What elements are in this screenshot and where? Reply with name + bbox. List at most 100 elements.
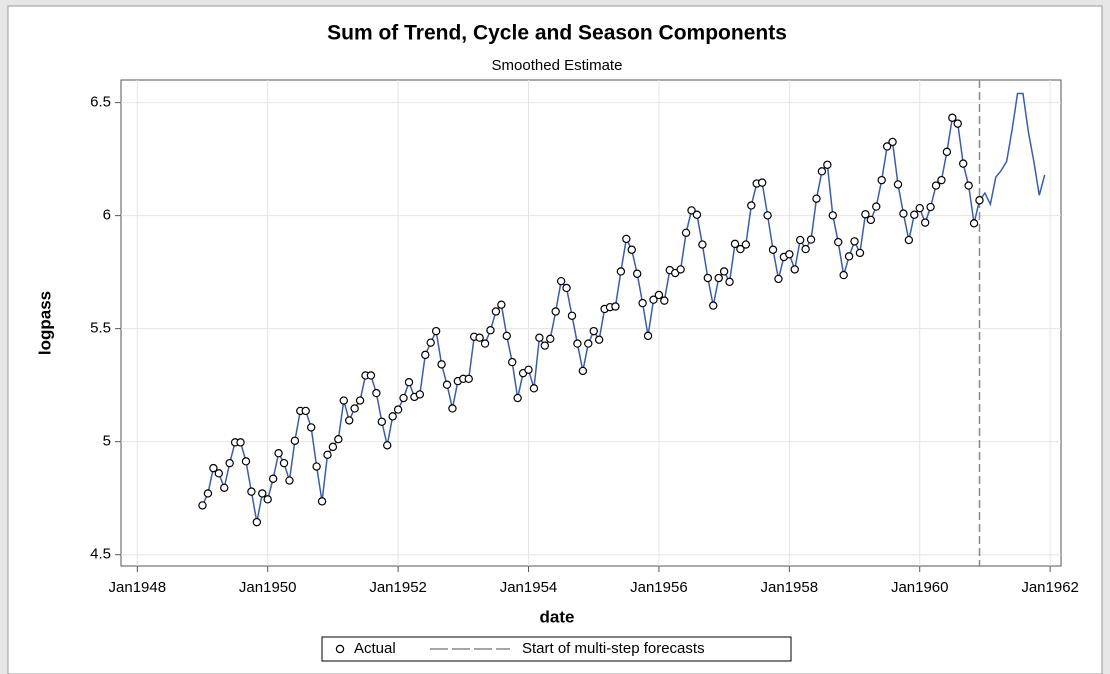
actual-marker	[421, 350, 430, 360]
actual-marker	[730, 239, 740, 249]
actual-marker	[801, 244, 810, 254]
actual-marker	[236, 438, 245, 447]
actual-marker	[383, 441, 392, 450]
actual-marker	[763, 211, 772, 220]
actual-marker	[203, 489, 213, 498]
actual-marker	[931, 181, 941, 190]
actual-marker	[241, 457, 251, 466]
x-tick-label: Jan1960	[891, 579, 949, 596]
x-tick-label: Jan1952	[369, 579, 427, 596]
actual-marker	[709, 301, 718, 310]
actual-marker	[785, 250, 794, 259]
actual-marker	[643, 331, 653, 341]
actual-marker	[198, 501, 207, 510]
actual-marker	[334, 434, 343, 444]
actual-marker	[268, 474, 278, 483]
actual-marker	[214, 469, 224, 478]
actual-marker	[274, 449, 283, 458]
actual-marker	[844, 252, 854, 261]
x-tick-label: Jan1948	[109, 579, 167, 596]
chart-subtitle: Smoothed Estimate	[492, 57, 623, 74]
actual-marker	[893, 180, 903, 189]
estimate-line	[201, 92, 1046, 523]
legend-marker	[335, 644, 345, 654]
actual-marker	[855, 248, 865, 258]
actual-marker	[795, 235, 805, 245]
actual-marker	[937, 175, 946, 185]
actual-marker	[328, 442, 338, 452]
actual-marker	[806, 235, 816, 244]
actual-marker	[622, 234, 631, 244]
actual-marker	[225, 458, 234, 468]
actual-marker	[404, 378, 414, 387]
actual-marker	[594, 335, 604, 344]
actual-marker	[725, 277, 734, 287]
actual-marker	[920, 218, 930, 227]
actual-marker	[632, 269, 642, 278]
actual-marker	[877, 175, 886, 185]
actual-marker	[817, 167, 827, 176]
actual-marker	[556, 276, 566, 286]
actual-marker	[562, 283, 571, 293]
actual-marker	[969, 219, 979, 228]
actual-marker	[850, 237, 859, 246]
x-tick-label: Jan1956	[630, 579, 688, 596]
actual-marker	[220, 483, 229, 492]
x-tick-label: Jan1958	[761, 579, 819, 596]
actual-marker	[258, 489, 267, 498]
actual-marker	[681, 228, 691, 238]
actual-marker	[285, 476, 294, 485]
actual-marker	[910, 210, 919, 219]
actual-marker	[676, 265, 685, 274]
actual-marker	[502, 331, 511, 341]
actual-marker	[350, 404, 359, 413]
x-tick-label: Jan1962	[1021, 579, 1079, 596]
actual-marker	[372, 388, 381, 398]
actual-marker	[812, 194, 821, 203]
actual-marker	[339, 396, 348, 405]
actual-marker	[497, 300, 506, 309]
actual-marker	[757, 178, 767, 187]
actual-marker	[698, 240, 707, 249]
chart-title: Sum of Trend, Cycle and Season Component…	[327, 22, 787, 45]
actual-marker	[611, 302, 620, 311]
x-axis-label: date	[540, 607, 575, 626]
actual-marker	[719, 267, 729, 276]
actual-marker	[578, 366, 588, 376]
actual-marker	[431, 326, 441, 336]
actual-marker	[768, 245, 778, 254]
actual-marker	[584, 339, 593, 348]
actual-marker	[948, 113, 957, 122]
actual-marker	[714, 273, 723, 283]
x-tick-label: Jan1954	[500, 579, 558, 596]
actual-marker	[660, 296, 669, 305]
actual-marker	[393, 405, 403, 414]
actual-marker	[323, 450, 332, 459]
actual-marker	[415, 390, 425, 399]
actual-marker	[529, 384, 539, 393]
actual-marker	[426, 338, 435, 347]
actual-marker	[442, 380, 452, 389]
actual-marker	[279, 458, 289, 468]
actual-marker	[736, 244, 745, 254]
actual-marker	[301, 406, 310, 416]
actual-marker	[312, 462, 321, 471]
actual-marker	[540, 341, 550, 350]
actual-marker	[290, 436, 300, 445]
actual-marker	[741, 240, 751, 249]
actual-marker	[872, 202, 881, 211]
actual-marker	[448, 404, 457, 413]
actual-marker	[882, 142, 892, 151]
legend-box	[321, 636, 792, 662]
actual-marker	[263, 495, 272, 504]
actual-marker	[958, 159, 968, 168]
actual-marker	[888, 137, 897, 147]
actual-marker	[464, 374, 473, 384]
plot-area	[120, 79, 1062, 567]
actual-marker	[491, 307, 501, 316]
actual-marker	[638, 298, 647, 308]
actual-marker	[377, 417, 387, 426]
actual-marker	[692, 210, 702, 219]
actual-marker	[546, 334, 555, 344]
